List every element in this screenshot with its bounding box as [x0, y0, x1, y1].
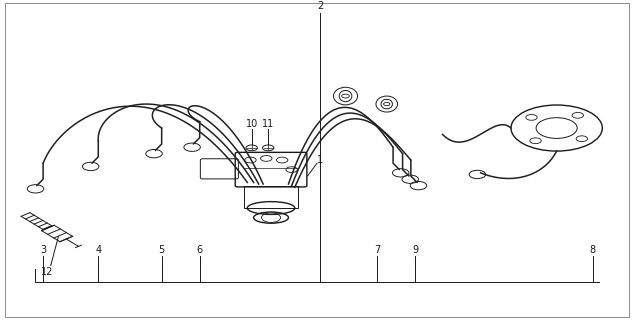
Text: 11: 11	[262, 119, 275, 129]
Text: 7: 7	[374, 244, 380, 255]
Text: 10: 10	[245, 119, 258, 129]
Text: 4: 4	[95, 244, 101, 255]
Text: 5: 5	[158, 244, 165, 255]
Text: 6: 6	[197, 244, 203, 255]
Text: 2: 2	[317, 2, 323, 12]
Text: 3: 3	[40, 244, 46, 255]
Text: 12: 12	[41, 267, 54, 277]
Bar	[244, 186, 298, 208]
Text: 1: 1	[317, 155, 323, 165]
Text: 8: 8	[590, 244, 596, 255]
Text: 9: 9	[412, 244, 418, 255]
